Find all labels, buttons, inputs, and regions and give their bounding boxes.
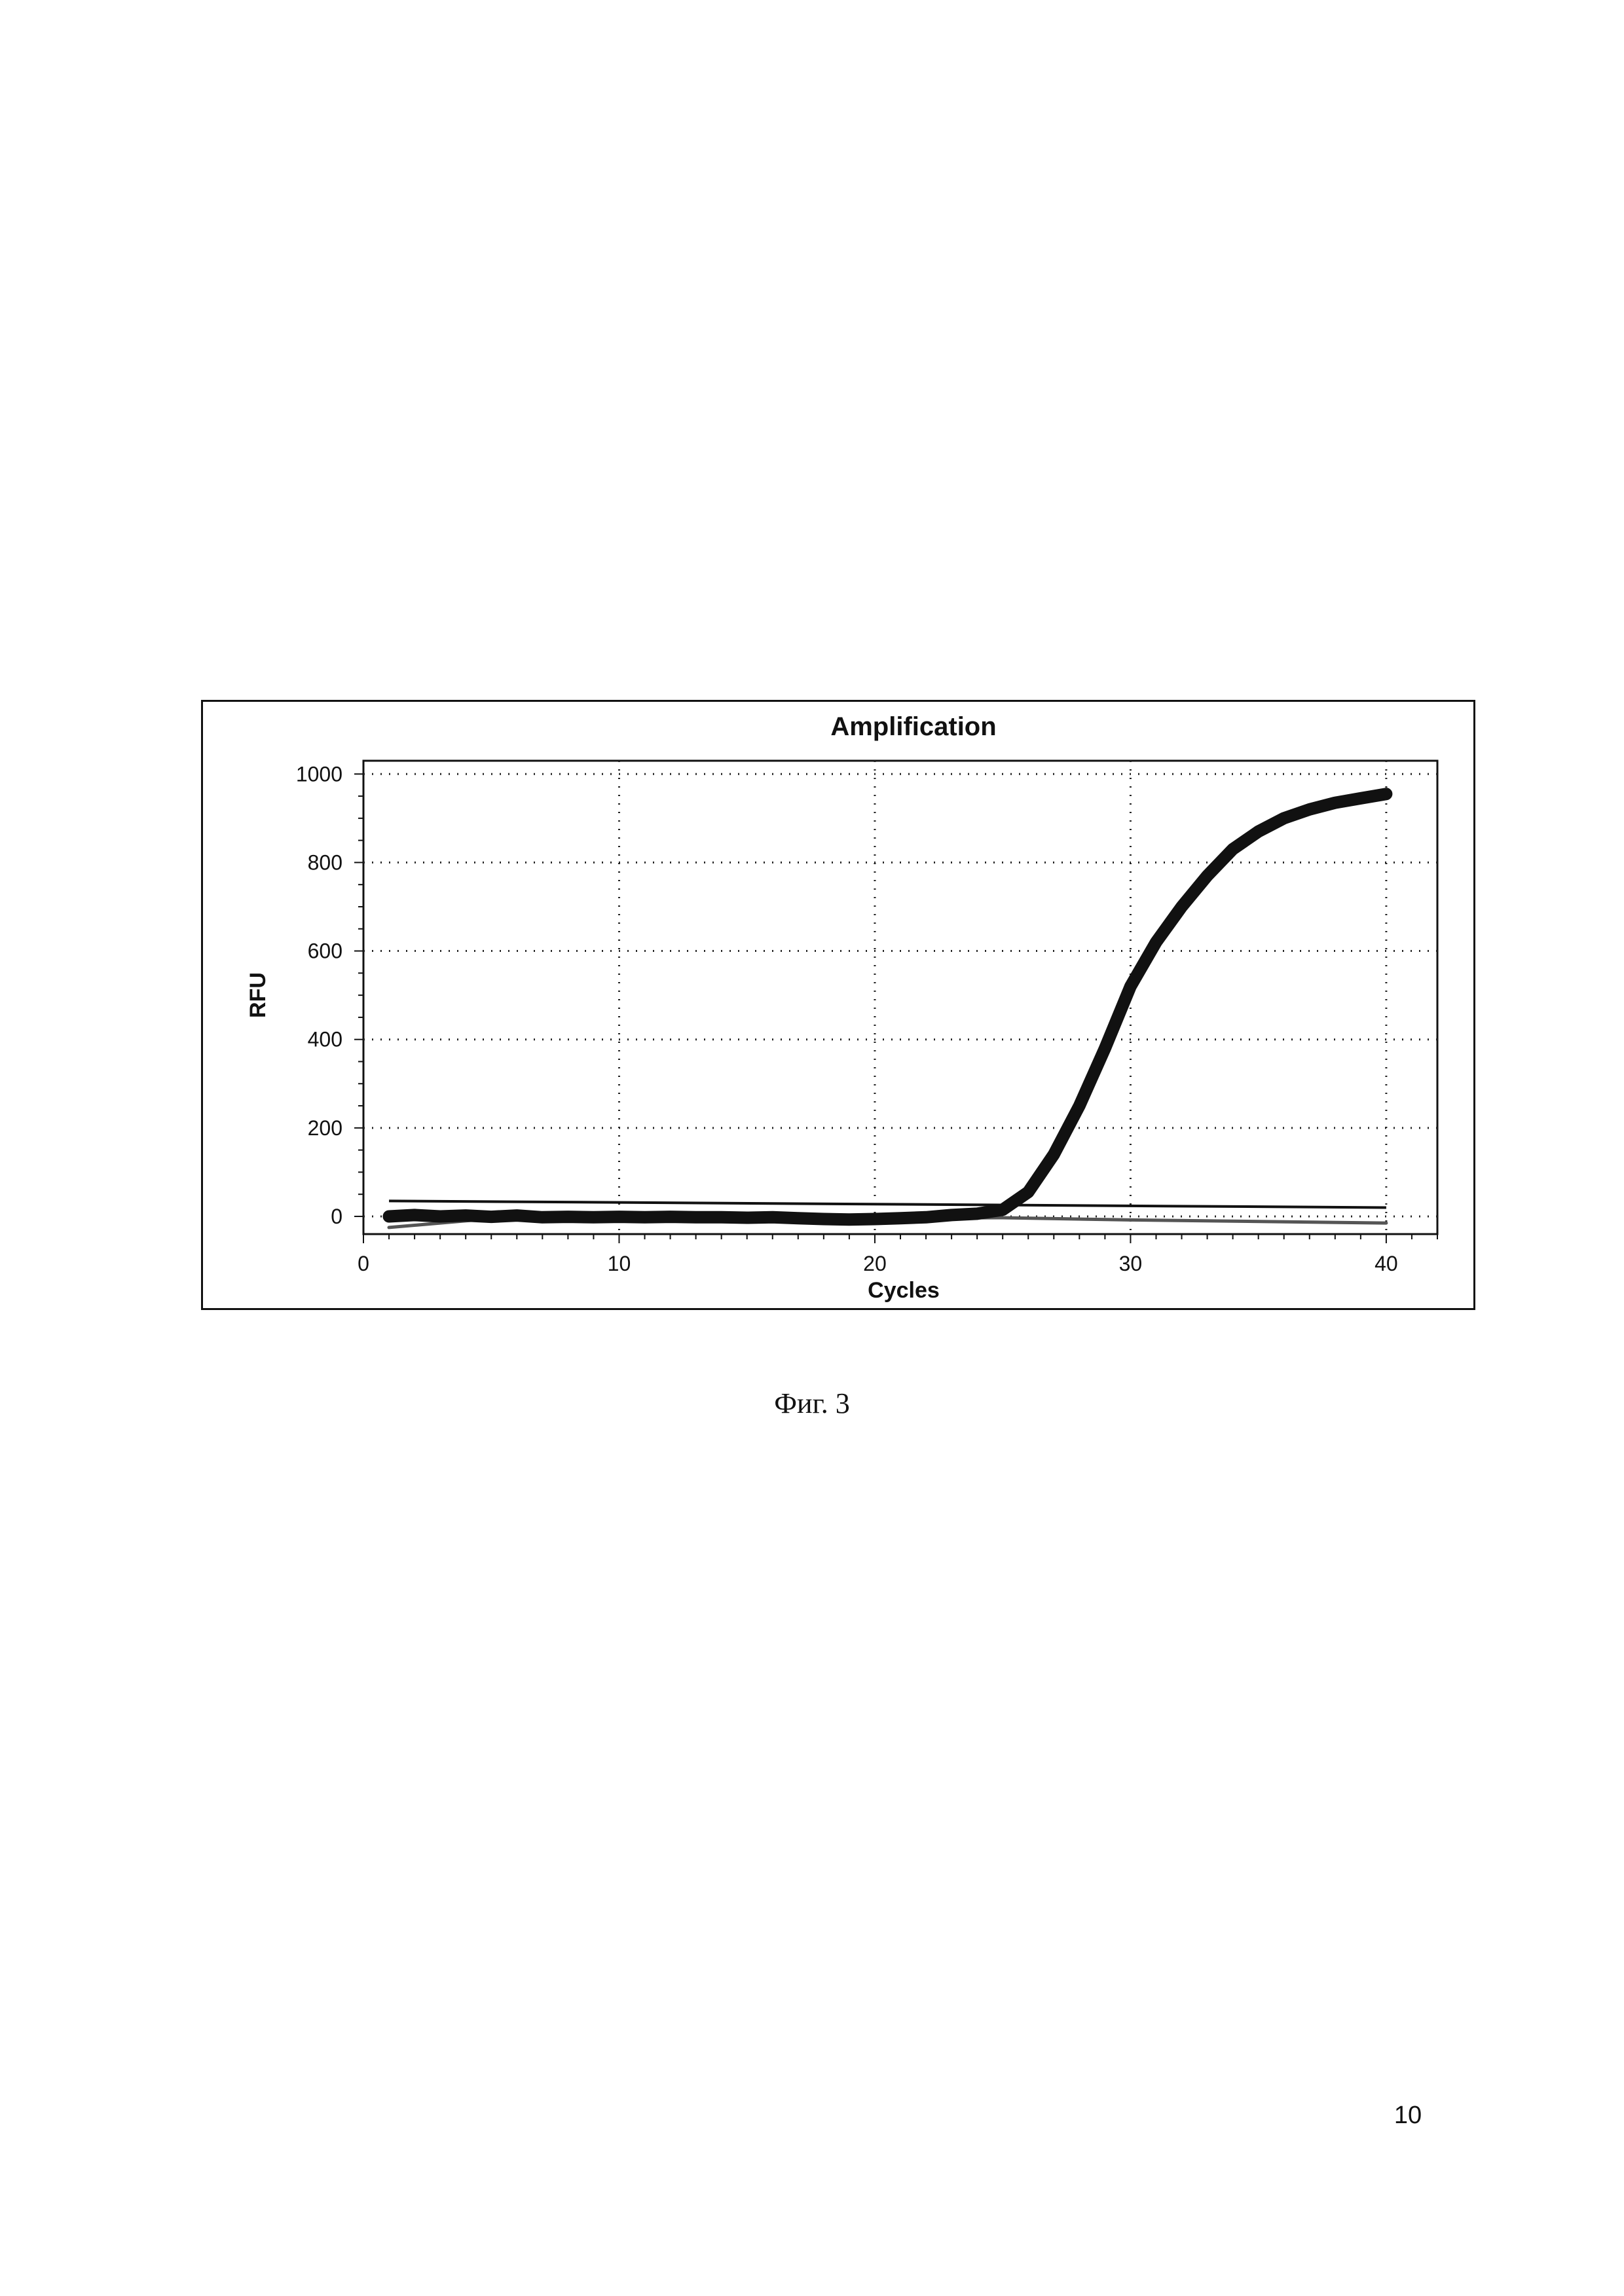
y-tick-label: 600 [308, 939, 342, 963]
x-tick-label: 40 [1375, 1252, 1398, 1275]
y-axis-label: RFU [246, 972, 270, 1018]
y-tick-label: 800 [308, 850, 342, 874]
figure-caption: Фиг. 3 [774, 1387, 850, 1419]
y-tick-label: 0 [331, 1205, 342, 1228]
y-tick-label: 200 [308, 1116, 342, 1140]
x-tick-label: 0 [358, 1252, 369, 1275]
y-tick-label: 400 [308, 1028, 342, 1051]
y-tick-label: 1000 [296, 762, 342, 786]
amplification-curve [382, 788, 1393, 1226]
x-tick-label: 30 [1119, 1252, 1143, 1275]
data-series [382, 788, 1393, 1230]
x-axis-label: Cycles [868, 1278, 940, 1303]
figure-frame: Amplification 0 200 400 600 800 1000 0 10 20 30 40… [201, 700, 1475, 1310]
threshold-line [389, 1199, 1386, 1209]
amplification-chart: Amplification 0 200 400 600 800 1000 0 10 20 30 40… [246, 712, 1439, 1303]
x-tick-label: 20 [863, 1252, 887, 1275]
page-number: 10 [1393, 2102, 1422, 2129]
x-tick-label: 10 [608, 1252, 631, 1275]
axes: 0 200 400 600 800 1000 0 10 20 30 40 [296, 762, 1438, 1275]
plot-area [362, 759, 1439, 1235]
chart-title: Amplification [830, 712, 996, 741]
grid-lines [363, 761, 1437, 1234]
